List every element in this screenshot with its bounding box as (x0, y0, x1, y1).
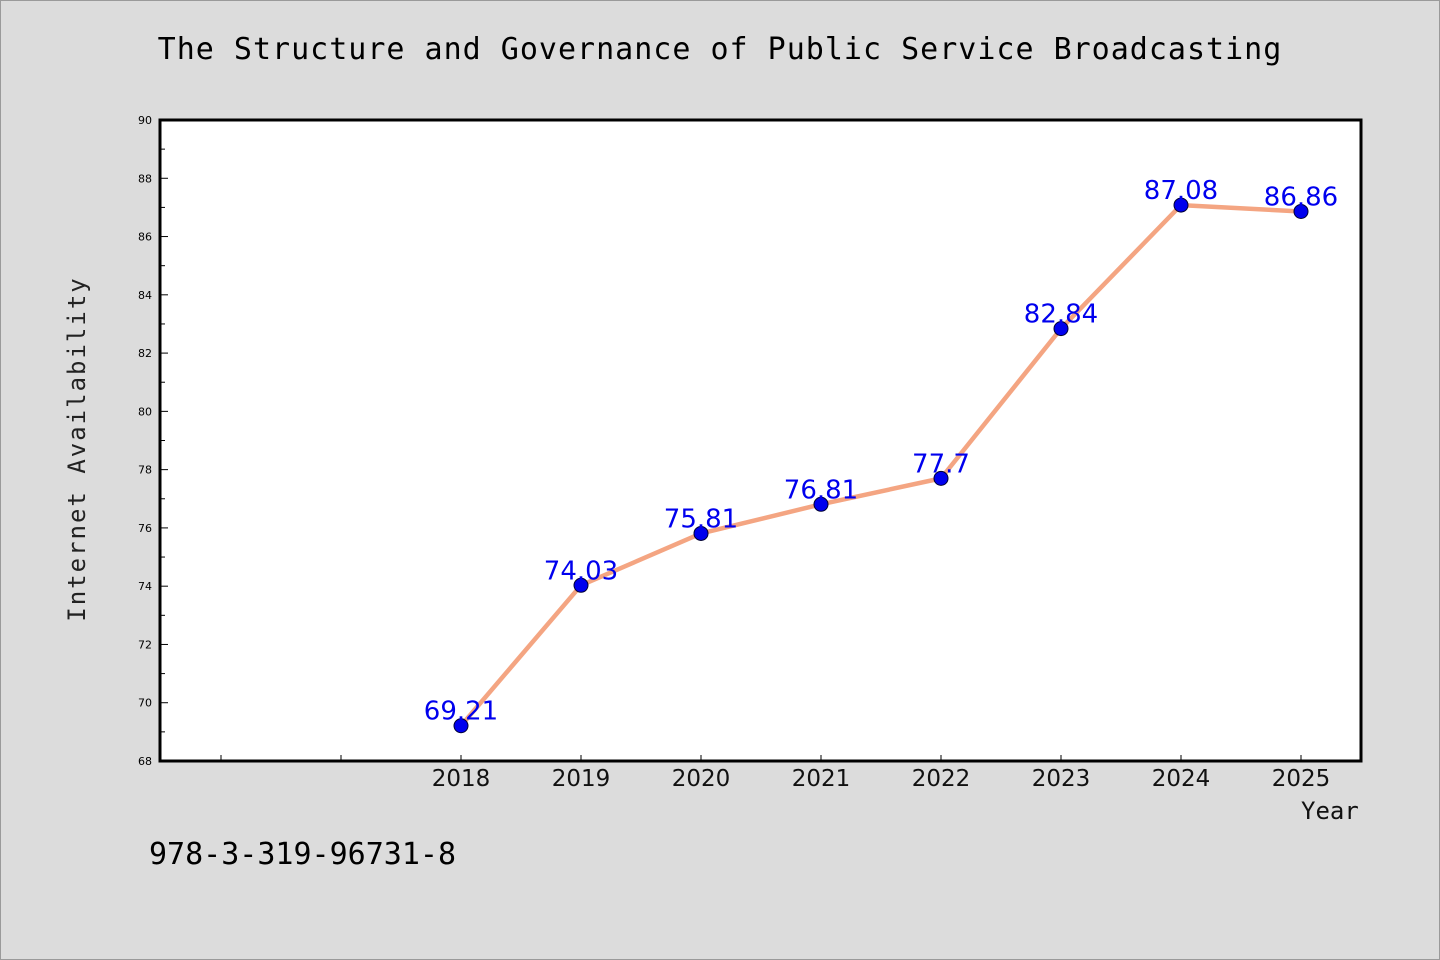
data-point (1293, 203, 1309, 219)
x-tick-label: 2024 (1152, 766, 1211, 792)
y-tick-label: 86 (138, 231, 152, 244)
plot-background (160, 120, 1361, 761)
y-tick-label: 84 (138, 289, 152, 302)
y-tick-label: 74 (138, 580, 152, 593)
data-point (933, 470, 949, 486)
series-line (458, 202, 1304, 728)
data-label: 86.86 (1264, 182, 1338, 212)
y-tick-label: 88 (138, 172, 152, 185)
data-point (1053, 321, 1069, 337)
y-tick-label: 78 (138, 464, 152, 477)
y-tick-label: 70 (138, 697, 152, 710)
isbn-text: 978-3-319-96731-8 (149, 837, 457, 872)
data-label: 87.08 (1144, 176, 1218, 206)
x-axis-label: Year (1301, 797, 1359, 825)
x-tick-label: 2025 (1272, 766, 1331, 792)
x-tick-label: 2022 (912, 766, 971, 792)
x-tick-label: 2020 (672, 766, 731, 792)
data-point (693, 525, 709, 541)
x-tick-label: 2023 (1032, 766, 1091, 792)
data-point (573, 577, 589, 593)
data-label: 82.84 (1024, 300, 1098, 330)
x-tick-label: 2019 (552, 766, 611, 792)
y-tick-label: 68 (138, 755, 152, 768)
data-point (813, 496, 829, 512)
y-tick-label: 82 (138, 347, 152, 360)
y-tick-label: 76 (138, 522, 152, 535)
plot-frame (158, 118, 1363, 763)
data-label: 75.81 (664, 504, 738, 534)
data-label: 76.81 (784, 475, 858, 505)
x-tick-label: 2021 (792, 766, 851, 792)
x-tick-label: 2018 (432, 766, 491, 792)
data-point (1173, 197, 1189, 213)
data-label: 69.21 (424, 697, 498, 727)
chart-title: The Structure and Governance of Public S… (157, 32, 1283, 67)
y-tick-label: 72 (138, 638, 152, 651)
data-label: 77.7 (912, 449, 970, 479)
y-tick-label: 90 (138, 114, 152, 127)
data-label: 74.03 (544, 556, 618, 586)
data-point (453, 718, 469, 734)
y-tick-label: 80 (138, 405, 152, 418)
